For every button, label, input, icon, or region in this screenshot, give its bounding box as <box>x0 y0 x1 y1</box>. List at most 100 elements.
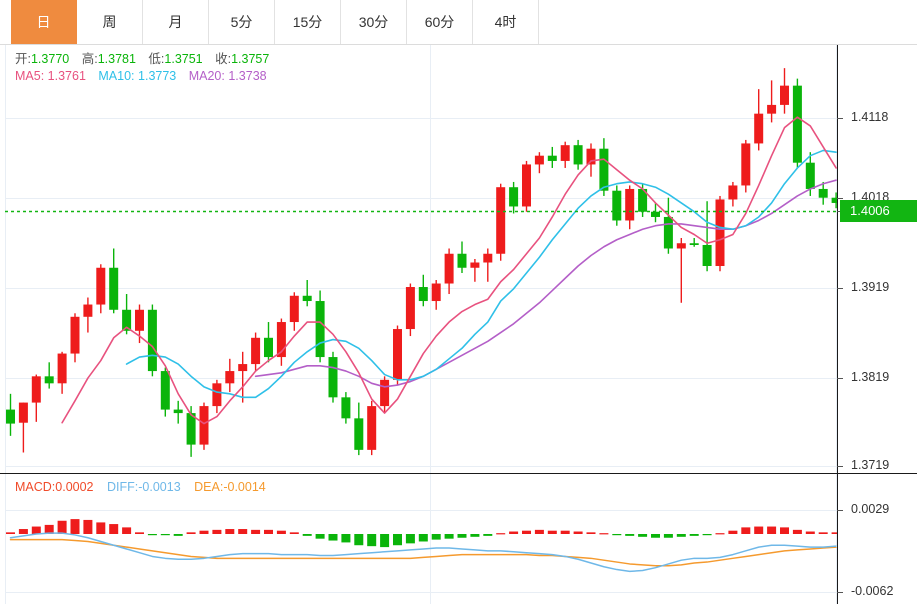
candle-body <box>238 364 248 372</box>
candle-body <box>199 406 209 445</box>
open-label: 开: <box>15 52 31 66</box>
candle-body <box>302 295 312 302</box>
candle-body <box>173 409 183 414</box>
candle-body <box>457 253 467 268</box>
macd-bar <box>818 532 828 534</box>
tab-label: 日 <box>36 14 51 30</box>
macd-bar <box>212 529 222 534</box>
tab-0[interactable]: 日 <box>11 0 77 44</box>
macd-bar <box>509 531 519 534</box>
macd-bar <box>70 519 80 534</box>
candle-body <box>147 309 157 372</box>
macd-bar <box>612 534 622 536</box>
macd-bar <box>405 534 415 544</box>
dea-line <box>9 538 837 567</box>
macd-axis-label-1: -0.0062 <box>851 584 894 598</box>
macd-bar <box>264 529 273 534</box>
macd-bar <box>18 529 28 534</box>
tab-label: 月 <box>168 14 183 30</box>
ma20-label: MA20: <box>188 69 225 83</box>
high-value: 1.3781 <box>97 52 136 66</box>
macd-legend: MACD:0.0002 DIFF:-0.0013 DEA:-0.0014 <box>15 479 266 495</box>
candle-body <box>741 143 751 186</box>
macd-bar <box>393 534 402 546</box>
macd-bar <box>560 530 570 534</box>
current-price-badge: 1.4006 <box>840 200 917 222</box>
candle-body <box>380 379 390 407</box>
macd-bar <box>6 532 15 534</box>
macd-bar <box>470 534 480 537</box>
price-axis-label-2: 1.3919 <box>851 280 890 294</box>
macd-bar <box>702 534 712 536</box>
candle-body <box>509 187 519 207</box>
macd-bar <box>276 530 286 534</box>
price-axis-label-0: 1.4118 <box>851 110 889 124</box>
candle-body <box>328 357 338 398</box>
macd-bar <box>780 527 789 534</box>
tab-3[interactable]: 5分 <box>209 0 275 44</box>
macd-bar <box>715 533 725 535</box>
tab-2[interactable]: 月 <box>143 0 209 44</box>
high-label: 高: <box>81 52 98 66</box>
tab-6[interactable]: 60分 <box>407 0 473 44</box>
macd-bar <box>457 534 467 538</box>
candle-body <box>405 287 415 330</box>
candle-body <box>792 85 802 163</box>
ma20-value: 1.3738 <box>228 69 267 83</box>
candle-body <box>44 376 54 384</box>
tab-label: 5分 <box>230 14 253 30</box>
candle-body <box>702 244 712 267</box>
macd-bar <box>173 534 183 536</box>
macd-axis-label-0: 0.0029 <box>851 502 890 516</box>
tab-7[interactable]: 4时 <box>473 0 539 44</box>
candle-body <box>70 316 80 354</box>
candle-body <box>625 188 635 221</box>
candle-body <box>663 216 673 249</box>
macd-bar <box>354 534 364 546</box>
candle-body <box>831 197 837 203</box>
diff-value: -0.0013 <box>138 480 181 494</box>
macd-bar <box>135 532 144 534</box>
tab-label: 30分 <box>358 14 389 30</box>
macd-bar <box>367 534 377 547</box>
candle-body <box>31 376 41 403</box>
diff-line <box>9 532 837 573</box>
candle-body <box>444 253 454 284</box>
candle-body <box>341 397 351 419</box>
macd-bar <box>831 532 837 534</box>
tab-5[interactable]: 30分 <box>341 0 407 44</box>
candle-body <box>560 145 570 161</box>
candle-body <box>431 283 441 302</box>
macd-bar <box>341 534 351 543</box>
tab-label: 4时 <box>494 14 517 30</box>
ma10-label: MA10: <box>98 69 135 83</box>
candle-body <box>805 162 815 189</box>
macd-bar <box>147 534 157 536</box>
candle-body <box>160 371 170 410</box>
macd-bar <box>689 534 699 536</box>
macd-bar <box>754 526 764 534</box>
tab-4[interactable]: 15分 <box>275 0 341 44</box>
macd-bar <box>496 533 506 535</box>
candle-body <box>522 164 531 207</box>
axis-divider <box>837 45 838 604</box>
tabbar-spacer <box>539 0 917 44</box>
macd-bar <box>225 529 235 534</box>
macd-chart[interactable] <box>0 474 837 604</box>
macd-bar <box>238 529 248 534</box>
macd-bar <box>431 534 441 540</box>
open-value: 1.3770 <box>30 52 70 66</box>
candle-body <box>354 418 364 450</box>
macd-bar <box>57 520 67 534</box>
price-chart[interactable] <box>0 45 837 473</box>
tab-1[interactable]: 周 <box>77 0 143 44</box>
candle-body <box>109 267 119 310</box>
timeframe-tabbar: 日 周 月 5分 15分 30分 60分 4时 <box>0 0 917 45</box>
candle-body <box>573 145 583 165</box>
diff-label: DIFF: <box>107 480 139 494</box>
candle-body <box>612 190 622 221</box>
ma5-line <box>61 116 837 425</box>
candle-body <box>289 295 299 323</box>
macd-bar <box>547 530 557 534</box>
candle-body <box>251 337 261 365</box>
